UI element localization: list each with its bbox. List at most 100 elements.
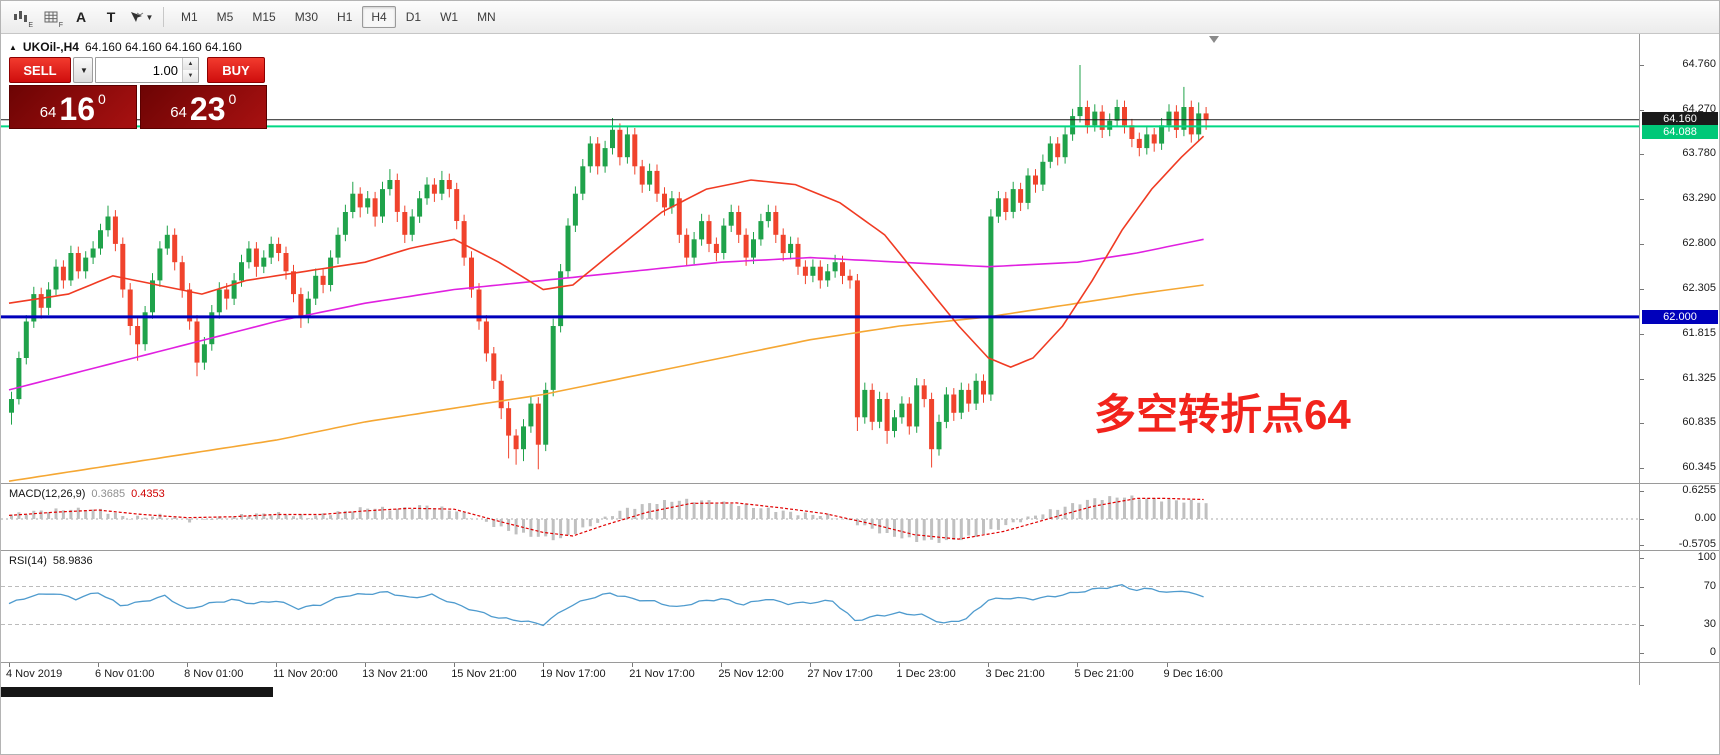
symbol-marker-icon: ▲: [9, 42, 17, 52]
time-tick: [365, 663, 367, 667]
macd-canvas: [1, 495, 1639, 543]
scale-tick: [1640, 378, 1644, 380]
macd-name: MACD(12,26,9): [9, 488, 86, 500]
candlestick-tool-icon[interactable]: E: [7, 4, 35, 30]
price-chart-canvas: [1, 36, 1639, 482]
price-tag: 64.160: [1642, 111, 1718, 126]
cursor-tool-icon[interactable]: ▼: [127, 4, 155, 30]
scale-label: 100: [1697, 551, 1716, 563]
time-tick: [899, 663, 901, 667]
scale-label: 70: [1703, 579, 1716, 592]
time-tick: [98, 663, 100, 667]
scale-label: 63.290: [1682, 192, 1716, 205]
scale-label: 30: [1703, 617, 1716, 630]
price-chart-pane[interactable]: [1, 34, 1639, 483]
timeframe-buttons: M1 M5 M15 M30 H1 H4 D1 W1 MN: [172, 6, 505, 28]
time-tick: [543, 663, 545, 667]
buy-price-int: 64: [170, 104, 187, 121]
timeframe-W1[interactable]: W1: [431, 6, 467, 28]
scale-tick: [1640, 65, 1644, 67]
time-label: 13 Nov 21:00: [362, 668, 428, 680]
rsi-name: RSI(14): [9, 555, 47, 567]
time-label: 6 Nov 01:00: [95, 668, 155, 680]
buy-price-point: 0: [228, 91, 237, 107]
pane-separator[interactable]: [1, 662, 1719, 663]
toolbar-separator: [163, 7, 164, 27]
macd-label: MACD(12,26,9) 0.3685 0.4353: [9, 488, 165, 500]
price-tag: 62.000: [1642, 309, 1718, 324]
grid-glyph: [44, 11, 57, 22]
scale-tick: [1640, 491, 1644, 492]
scale-tick: [1640, 467, 1644, 469]
timeframe-M1[interactable]: M1: [172, 6, 207, 28]
scale-tick: [1640, 289, 1644, 291]
scale-label: -0.5705: [1678, 537, 1716, 550]
scale-label: 0.6255: [1682, 484, 1716, 496]
scale-label: 64.760: [1682, 58, 1716, 71]
scale-tick: [1640, 154, 1644, 156]
chevron-down-icon: ▼: [80, 65, 88, 75]
time-tick: [810, 663, 812, 667]
timeframe-M30[interactable]: M30: [286, 6, 327, 28]
time-tick: [276, 663, 278, 667]
toolbar: E F A T ▼ M1 M5 M15 M30 H1 H4 D1 W1 MN: [1, 1, 1719, 34]
label-tool-icon[interactable]: T: [97, 4, 125, 30]
scale-corner: [1639, 663, 1719, 685]
macd-pane[interactable]: [1, 484, 1639, 550]
chart-title: ▲ UKOil-,H4 64.160 64.160 64.160 64.160: [9, 40, 242, 54]
volume-down-button[interactable]: ▼: [183, 70, 198, 82]
rsi-scale[interactable]: 100 70 30 0: [1639, 551, 1719, 662]
time-axis[interactable]: 4 Nov 2019 6 Nov 01:00 8 Nov 01:00 11 Nov 2…: [1, 663, 1639, 685]
time-label: 8 Nov 01:00: [184, 668, 244, 680]
timeframe-H1[interactable]: H1: [328, 6, 361, 28]
scale-tick: [1640, 653, 1644, 654]
volume-box: ▲ ▼: [95, 57, 199, 83]
scale-label: 62.305: [1682, 282, 1716, 295]
symbol-period-label: UKOil-,H4: [22, 40, 79, 54]
time-label: 27 Nov 17:00: [807, 668, 873, 680]
scale-label: 64.270: [1682, 102, 1716, 115]
buy-price-display[interactable]: 64 23 0: [139, 85, 267, 129]
time-tick: [1166, 663, 1168, 667]
volume-spinner: ▲ ▼: [182, 58, 198, 82]
sell-price-pips: 16: [59, 91, 95, 127]
scale-tick: [1640, 519, 1644, 520]
time-tick: [187, 663, 189, 667]
candlestick-glyph: [14, 11, 27, 22]
time-label: 19 Nov 17:00: [540, 668, 606, 680]
scale-tick: [1640, 544, 1644, 546]
scale-tick: [1640, 558, 1644, 559]
volume-input[interactable]: [96, 58, 182, 82]
pane-separator[interactable]: [1, 483, 1719, 484]
trade-prices-row: 64 16 0 64 23 0: [9, 85, 267, 129]
pane-separator[interactable]: [1, 550, 1719, 551]
rsi-canvas: [1, 584, 1639, 627]
timeframe-MN[interactable]: MN: [468, 6, 505, 28]
price-scale[interactable]: 64.760 64.270 63.780 63.290 62.800 62.305 61.8…: [1639, 34, 1719, 483]
rsi-pane[interactable]: [1, 551, 1639, 662]
price-tag: 64.088: [1642, 125, 1718, 140]
timeframe-M5[interactable]: M5: [208, 6, 243, 28]
buy-button[interactable]: BUY: [207, 57, 265, 83]
time-label: 1 Dec 23:00: [896, 668, 956, 680]
one-click-trading-panel: SELL ▼ ▲ ▼ BUY 64 16 0 64 23 0: [9, 57, 267, 129]
volume-up-button[interactable]: ▲: [183, 58, 198, 70]
sell-button[interactable]: SELL: [9, 57, 71, 83]
timeframe-H4[interactable]: H4: [362, 6, 396, 28]
time-label: 5 Dec 21:00: [1074, 668, 1134, 680]
timeframe-D1[interactable]: D1: [397, 6, 430, 28]
time-tick: [1077, 663, 1079, 667]
scale-tick: [1640, 586, 1644, 588]
macd-scale[interactable]: 0.6255 0.00 -0.5705: [1639, 484, 1719, 550]
text-tool-icon[interactable]: A: [67, 4, 95, 30]
order-options-dropdown[interactable]: ▼: [73, 57, 93, 83]
tool-badge: E: [28, 22, 33, 29]
grid-tool-icon[interactable]: F: [37, 4, 65, 30]
buy-price-pips: 23: [189, 91, 226, 127]
scale-tick: [1640, 109, 1644, 111]
scale-tick: [1640, 243, 1644, 245]
timeframe-M15[interactable]: M15: [243, 6, 284, 28]
sell-price-display[interactable]: 64 16 0: [9, 85, 137, 129]
time-tick: [988, 663, 990, 667]
sell-price-int: 64: [39, 104, 57, 121]
